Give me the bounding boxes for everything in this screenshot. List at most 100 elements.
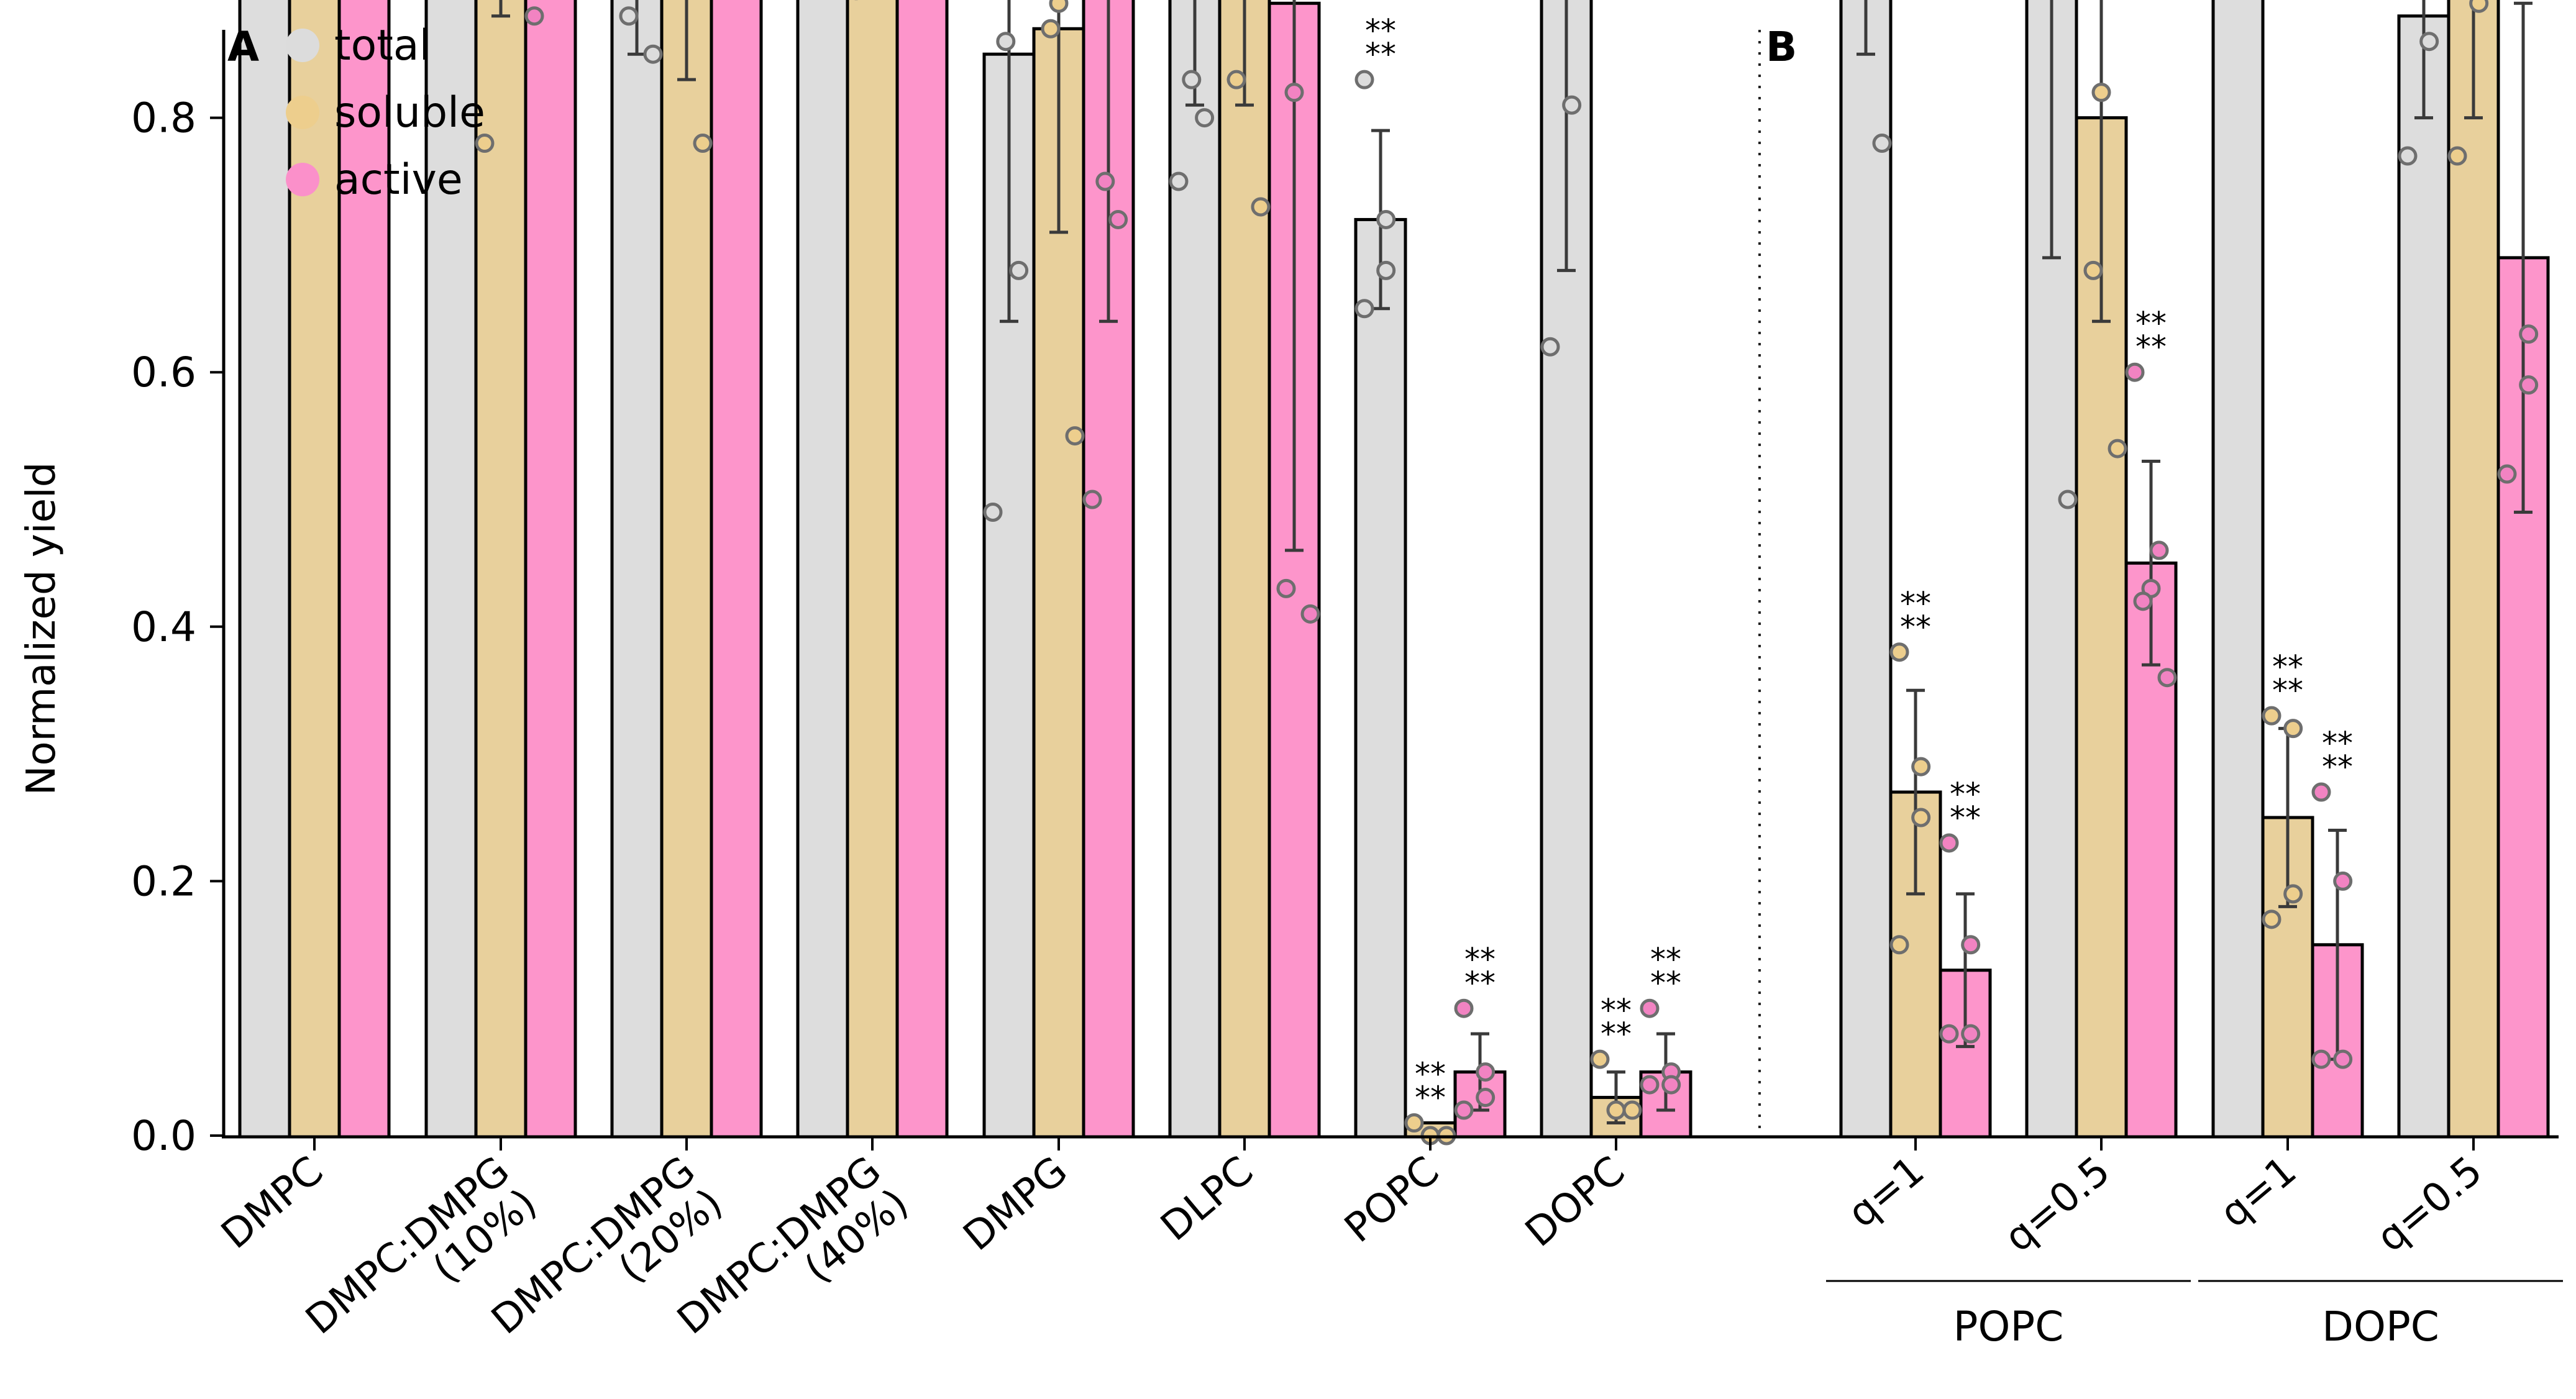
data-point-active <box>1108 209 1128 229</box>
data-point-total <box>1540 337 1560 357</box>
data-point-total <box>1169 171 1189 191</box>
data-point-total <box>1376 260 1396 280</box>
bar-total <box>1839 0 1893 1139</box>
bar-active <box>524 0 577 1139</box>
data-point-soluble <box>1911 757 1931 777</box>
significance-label: ** <box>1601 1016 1632 1052</box>
data-point-active <box>2157 668 2177 688</box>
bar-soluble <box>846 0 899 1139</box>
bar-soluble <box>1218 0 1271 1139</box>
panel-label-a: A <box>227 23 259 71</box>
data-point-total <box>1195 108 1215 128</box>
y-tick-label: 0.2 <box>131 857 196 905</box>
data-point-soluble <box>2262 706 2281 726</box>
data-point-soluble <box>2108 439 2127 458</box>
data-point-active <box>1454 1100 1474 1120</box>
data-point-soluble <box>1226 70 1246 89</box>
significance-label: ** <box>2272 673 2303 709</box>
y-ticks: 0.00.20.40.60.81.01.21.41.6 <box>131 94 224 1160</box>
data-point-active <box>2133 591 2153 611</box>
data-point-total <box>1354 70 1374 89</box>
data-point-soluble <box>1889 642 1909 662</box>
data-point-soluble <box>1065 426 1085 446</box>
significance-label: ** <box>1415 1080 1446 1116</box>
legend-label-soluble: soluble <box>334 88 485 137</box>
data-point-active <box>1082 490 1102 509</box>
significance-label: ** <box>1650 965 1681 1001</box>
data-point-active <box>524 6 544 26</box>
data-points-layer <box>475 0 2539 1146</box>
data-point-active <box>1454 998 1474 1018</box>
data-point-active <box>1961 1024 1981 1044</box>
significance-label: ** <box>1650 942 1681 978</box>
significance-label: ** <box>2272 649 2303 685</box>
data-point-active <box>2311 782 2331 802</box>
data-point-soluble <box>1251 197 1271 217</box>
data-point-total <box>983 502 1003 522</box>
y-tick-label: 0.8 <box>131 94 196 142</box>
data-point-total <box>996 32 1016 52</box>
data-point-total <box>1009 260 1029 280</box>
data-point-total <box>643 44 663 64</box>
significance-label: ** <box>1900 585 1931 621</box>
significance-label: ** <box>2135 329 2167 365</box>
significance-label: ** <box>1415 1056 1446 1092</box>
bar-total <box>1354 217 1407 1139</box>
bar-active <box>895 0 949 1139</box>
data-point-active <box>1095 171 1115 191</box>
data-point-total <box>2398 146 2418 166</box>
data-point-active <box>1661 1075 1681 1095</box>
data-point-active <box>1640 998 1660 1018</box>
bar-active <box>710 0 763 1139</box>
data-point-soluble <box>475 134 495 153</box>
data-point-active <box>1640 1075 1660 1095</box>
legend-marker-soluble <box>286 96 319 129</box>
significance-label: ** <box>2322 749 2353 785</box>
data-point-active <box>2519 375 2539 395</box>
legend: total soluble active <box>286 21 485 204</box>
data-point-soluble <box>1889 935 1909 955</box>
data-point-soluble <box>1622 1100 1642 1120</box>
legend-label-active: active <box>334 155 463 204</box>
y-tick-label: 0.0 <box>131 1112 196 1160</box>
legend-label-total: total <box>334 21 431 70</box>
data-point-soluble <box>2083 260 2103 280</box>
data-point-active <box>1939 1024 1959 1044</box>
data-point-total <box>1182 70 1202 89</box>
data-point-active <box>1284 83 1304 103</box>
data-point-soluble <box>2262 909 2281 929</box>
significance-label: ** <box>2135 306 2167 342</box>
data-point-total <box>619 6 639 26</box>
data-point-soluble <box>1606 1100 1626 1120</box>
bar-total <box>424 0 478 1139</box>
data-point-soluble <box>1590 1049 1610 1069</box>
y-axis-title: Normalized yield <box>19 462 65 796</box>
group-label: POPC <box>1953 1303 2064 1351</box>
data-point-soluble <box>693 134 713 153</box>
significance-label: ** <box>1464 942 1496 978</box>
bar-total <box>610 0 664 1139</box>
data-point-total <box>1354 299 1374 319</box>
group-labels: POPC DOPC <box>1826 1280 2563 1351</box>
significance-label: ** <box>1900 609 1931 645</box>
data-point-active <box>2125 362 2145 382</box>
data-point-total <box>2419 32 2439 52</box>
data-point-soluble <box>1041 19 1061 39</box>
data-point-total <box>1376 209 1396 229</box>
data-point-active <box>1300 604 1320 624</box>
bar-active <box>337 0 391 1139</box>
data-point-active <box>2497 464 2517 484</box>
bar-soluble <box>474 0 528 1139</box>
error-bars-layer <box>491 0 2533 1125</box>
bar-soluble <box>660 0 713 1139</box>
data-point-total <box>1872 134 1892 153</box>
data-point-active <box>2311 1049 2331 1069</box>
data-point-active <box>1476 1088 1496 1108</box>
y-tick-label: 0.6 <box>131 349 196 396</box>
data-point-soluble <box>2283 884 2303 904</box>
legend-marker-active <box>286 163 319 196</box>
data-point-active <box>2333 871 2353 891</box>
data-point-active <box>2149 540 2169 560</box>
significance-label: ** <box>1464 965 1496 1001</box>
